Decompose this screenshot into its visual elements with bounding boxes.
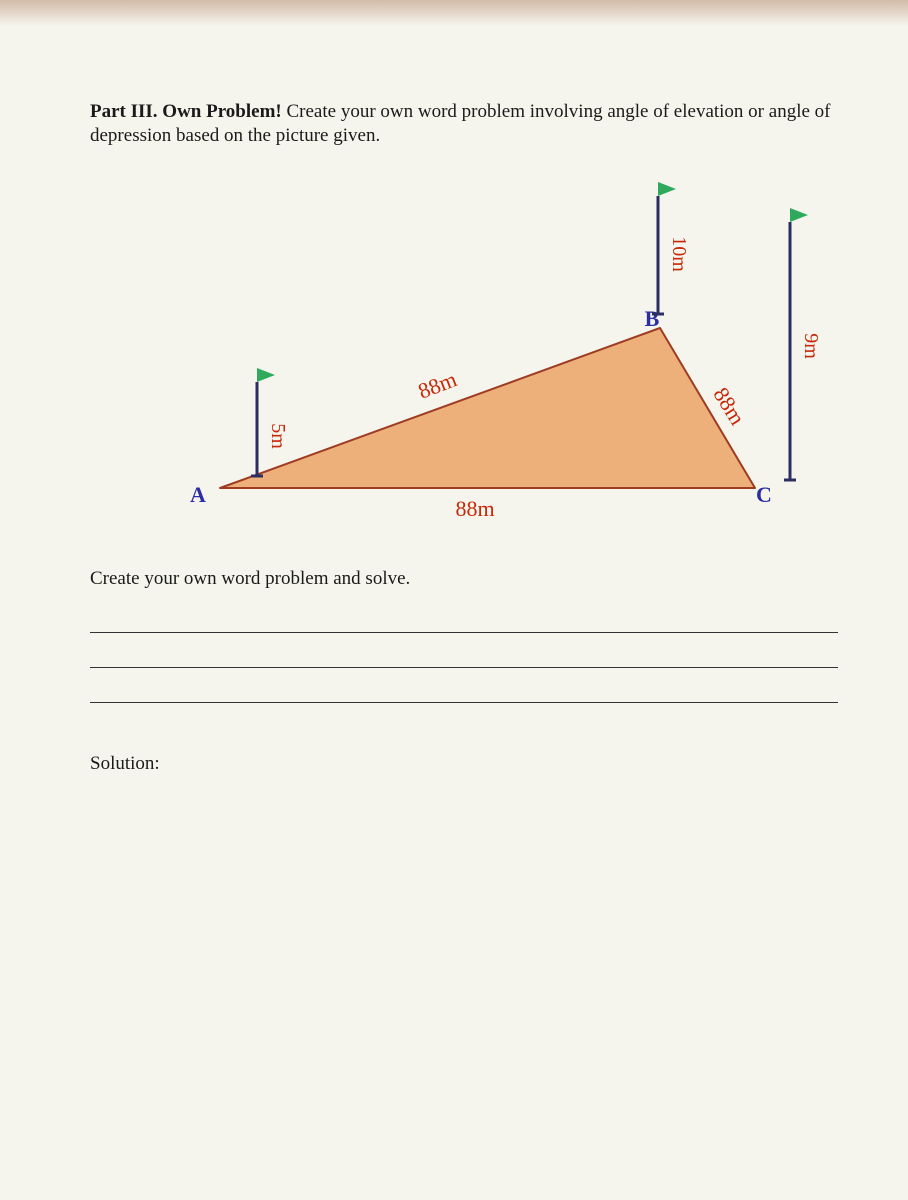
answer-line (90, 633, 838, 668)
instruction-title: Part III. Own Problem! (90, 101, 282, 122)
diagram-container: ABC88m88m88m5m10m9m (90, 158, 838, 558)
worksheet-page: Part III. Own Problem! Create your own w… (0, 0, 908, 1200)
instruction-block: Part III. Own Problem! Create your own w… (90, 100, 838, 148)
svg-text:88m: 88m (455, 496, 494, 521)
create-problem-prompt: Create your own word problem and solve. (90, 568, 838, 590)
triangle-diagram: ABC88m88m88m5m10m9m (90, 158, 850, 558)
page-top-shadow (0, 0, 908, 26)
answer-lines (90, 598, 838, 703)
answer-line (90, 668, 838, 703)
svg-text:9m: 9m (800, 333, 822, 359)
svg-text:C: C (756, 482, 772, 507)
svg-text:88m: 88m (415, 366, 460, 403)
solution-label: Solution: (90, 753, 838, 775)
answer-line (90, 598, 838, 633)
svg-text:10m: 10m (668, 236, 690, 272)
content-area: Part III. Own Problem! Create your own w… (0, 0, 908, 815)
svg-text:A: A (190, 482, 206, 507)
svg-text:5m: 5m (267, 423, 289, 449)
